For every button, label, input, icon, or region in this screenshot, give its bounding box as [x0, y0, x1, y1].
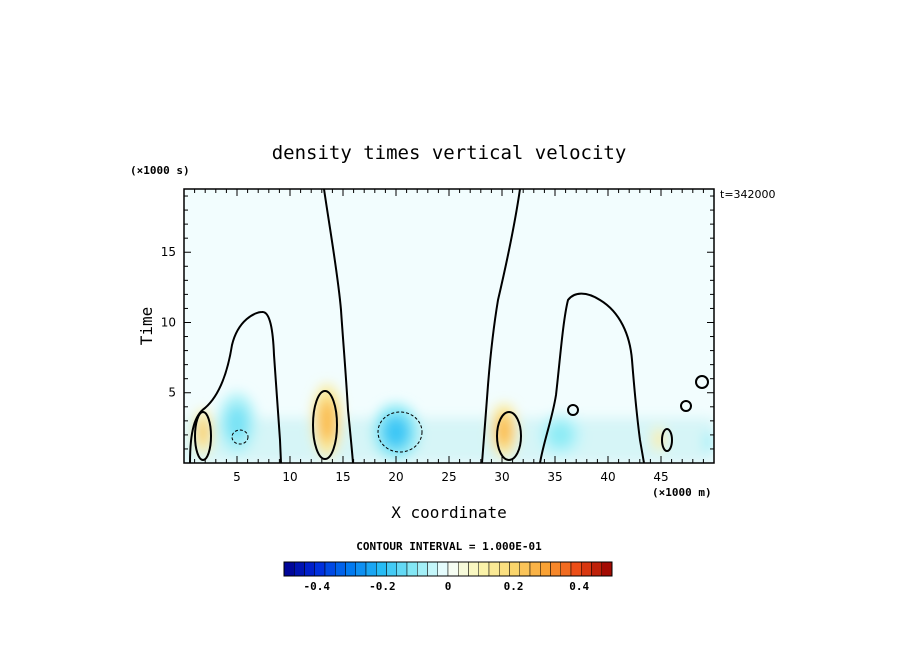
contour-neg-2 — [231, 429, 249, 445]
y-axis-title: Time — [137, 307, 156, 346]
colorbar-cell — [335, 561, 346, 577]
field-negative-core-7 — [705, 434, 712, 450]
y-tick-labels: 5 10 15 — [161, 245, 176, 400]
contour-pos-3 — [496, 411, 522, 461]
field-positive-core-1 — [318, 398, 337, 443]
timestamp-label: t=342000 — [720, 188, 776, 201]
contour-left-dome — [189, 311, 282, 463]
contour-pos-1 — [194, 411, 212, 461]
colorbar-cell — [468, 561, 479, 577]
colorbar-cell — [294, 561, 305, 577]
dashed-contours — [231, 411, 423, 453]
x-tick-label: 15 — [335, 470, 350, 484]
colorbar-cell — [519, 561, 531, 577]
colorbar — [283, 561, 613, 577]
x-tick-label: 30 — [494, 470, 509, 484]
colorbar-cell — [570, 561, 582, 577]
chart-title: density times vertical velocity — [272, 142, 627, 164]
contour-blob-3 — [680, 400, 692, 412]
field-negative-core-4 — [382, 415, 410, 449]
colorbar-cell — [427, 561, 438, 577]
colorbar-cell — [601, 561, 613, 577]
colorbar-cell — [386, 561, 397, 577]
contour-pos-4 — [661, 428, 673, 452]
colorbar-cell — [540, 561, 551, 577]
colorbar-cell — [355, 561, 367, 577]
contour-pos-2 — [312, 390, 338, 460]
field-negative-core-6 — [547, 422, 574, 448]
colorbar-cell — [550, 561, 561, 577]
colorbar-frame — [283, 561, 613, 577]
x-tick-label: 25 — [441, 470, 456, 484]
colorbar-cell — [529, 561, 541, 577]
x-tick-labels: 5 10 15 20 25 30 35 40 45 — [233, 470, 668, 484]
x-tick-label: 10 — [282, 470, 297, 484]
colorbar-cell — [591, 561, 602, 577]
colorbar-cell — [365, 561, 377, 577]
contour-left-plume — [323, 189, 354, 463]
colorbar-tick-label: 0 — [445, 580, 452, 593]
colorbar-cell — [314, 561, 326, 577]
contour-neg-1 — [377, 411, 423, 453]
y-unit-label: (×1000 s) — [130, 164, 190, 177]
colorbar-cell — [345, 561, 356, 577]
y-tick-label: 5 — [168, 386, 176, 400]
colorbar-cell — [581, 561, 592, 577]
contour-right-plume — [481, 189, 521, 463]
zero-contours — [189, 189, 709, 463]
colorbar-cell — [396, 561, 408, 577]
x-tick-label: 35 — [547, 470, 562, 484]
x-tick-label: 40 — [600, 470, 615, 484]
colorbar-cell — [509, 561, 520, 577]
colorbar-tick-label: -0.4 — [304, 580, 331, 593]
colorbar-cell — [458, 561, 469, 577]
colorbar-tick-label: -0.2 — [369, 580, 396, 593]
plot-background — [184, 189, 714, 463]
colorbar-cell — [478, 561, 490, 577]
colorbar-cell — [417, 561, 428, 577]
colorbar-cell — [324, 561, 336, 577]
field-band-near-surface — [184, 418, 714, 463]
x-unit-label: (×1000 m) — [652, 486, 712, 499]
field-negative-core-5 — [225, 405, 249, 443]
contour-interval-label: CONTOUR INTERVAL = 1.000E-01 — [356, 540, 542, 553]
colorbar-cell — [406, 561, 418, 577]
colorbar-cell — [304, 561, 315, 577]
y-tick-label: 10 — [161, 315, 176, 329]
contour-blob-1 — [567, 404, 579, 416]
x-tick-label: 45 — [653, 470, 668, 484]
contour-blob-2 — [695, 375, 709, 389]
field-positive-core-3 — [655, 431, 663, 447]
axis-ticks — [184, 189, 714, 463]
colorbar-cell — [437, 561, 449, 577]
x-axis-title: X coordinate — [391, 503, 507, 522]
field-positive-core-0 — [197, 418, 209, 446]
colorbar-tick-label: 0.2 — [504, 580, 524, 593]
x-tick-label: 20 — [388, 470, 403, 484]
colorbar-cell — [560, 561, 572, 577]
colorbar-cell — [283, 561, 295, 577]
colorbar-cell — [488, 561, 500, 577]
colorbar-cell — [499, 561, 510, 577]
colorbar-tick-label: 0.4 — [569, 580, 589, 593]
x-tick-label: 5 — [233, 470, 241, 484]
colorbar-cell — [447, 561, 459, 577]
colorbar-cell — [376, 561, 387, 577]
contour-right-dome — [539, 292, 645, 463]
y-tick-label: 15 — [161, 245, 176, 259]
colorbar-tick-labels: -0.4 -0.2 0 0.2 0.4 — [304, 580, 590, 593]
